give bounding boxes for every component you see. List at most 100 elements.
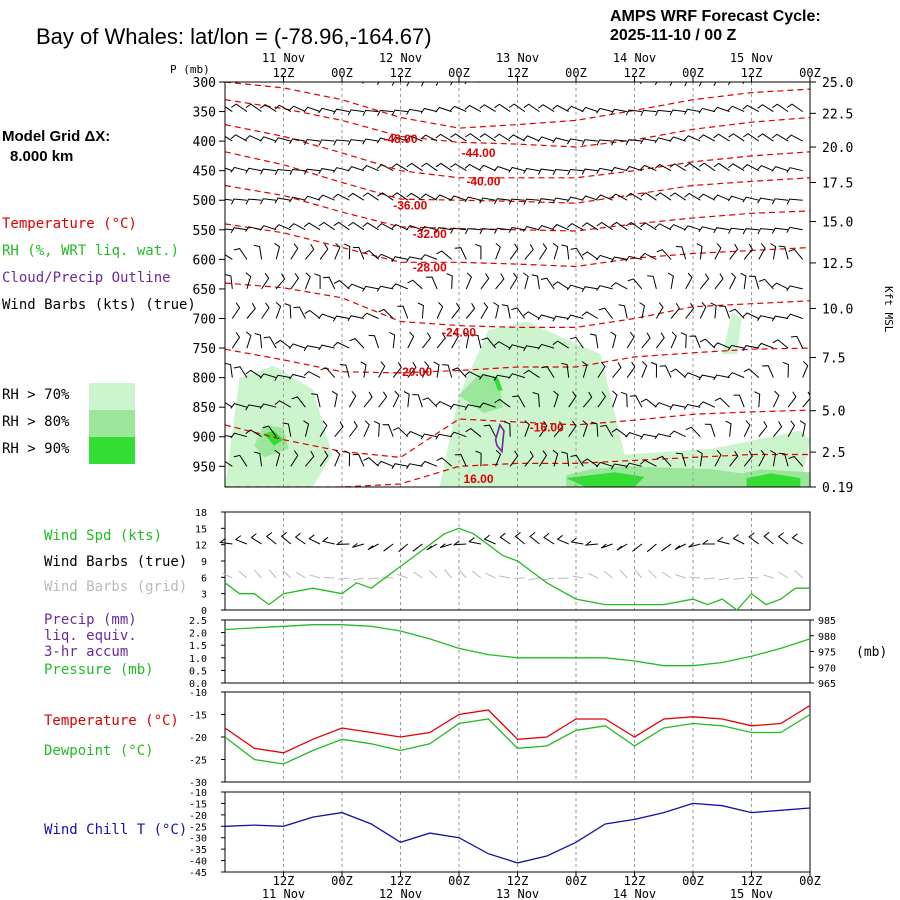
wind-barb — [293, 306, 306, 319]
wind-barb — [538, 243, 548, 260]
wind-barb — [260, 82, 262, 83]
wind-barb — [225, 167, 233, 172]
wind-barb — [319, 420, 328, 437]
wind-barb — [699, 162, 716, 172]
wind-barb — [332, 315, 350, 322]
y-tick-label: 12 — [195, 541, 207, 552]
wind-barb — [289, 223, 306, 231]
y-tick-label: -20 — [189, 811, 207, 822]
wind-barb — [725, 420, 732, 437]
wind-barb — [420, 254, 438, 260]
wind-barb — [719, 305, 731, 319]
wind-barb — [727, 105, 745, 113]
wind-barb — [343, 450, 351, 467]
wind-barb — [465, 272, 472, 290]
wind-barb — [771, 198, 789, 205]
wind-barb — [493, 165, 511, 172]
wind-barb — [483, 424, 497, 437]
wind-barb — [347, 109, 364, 116]
wind-barb — [376, 253, 394, 260]
height-tick-label: 22.5 — [822, 107, 853, 122]
wind-barb — [600, 424, 614, 437]
wind-barb — [757, 197, 774, 204]
wind-barb — [480, 273, 490, 290]
wind-barb — [778, 245, 789, 260]
pressure-right-tick-label: 980 — [818, 632, 836, 643]
wind-barb — [713, 82, 730, 87]
wind-barb-true — [439, 543, 452, 549]
wind-barb — [225, 254, 233, 260]
wind-barb — [230, 403, 248, 409]
wind-barb — [683, 372, 701, 379]
wind-barb-grid — [794, 570, 804, 579]
wind-barb — [245, 82, 247, 83]
wind-barb — [685, 426, 701, 438]
wind-barb — [742, 196, 759, 203]
wind-barb — [451, 331, 459, 349]
wind-barb — [495, 449, 502, 467]
wind-barb — [669, 192, 686, 201]
wind-barb — [246, 303, 256, 319]
wind-barb — [412, 394, 423, 408]
wind-barb — [261, 302, 270, 319]
wind-barb-true — [265, 532, 277, 545]
wind-barb — [743, 450, 753, 467]
cloud-precip-outline — [494, 423, 505, 454]
wind-barb — [417, 302, 424, 319]
wind-barb-grid — [295, 571, 306, 579]
wind-barb — [318, 139, 335, 146]
wind-barb — [743, 368, 760, 378]
wind-barb-true — [529, 532, 540, 545]
wind-barb — [684, 162, 701, 172]
wind-barb — [391, 163, 409, 172]
bottom-time-tick-label: 12Z — [390, 874, 412, 888]
wind-barb — [713, 227, 730, 234]
wind-barb — [436, 302, 444, 319]
wind-barb — [610, 166, 628, 173]
wind-barb-true — [412, 543, 423, 552]
wind-barb — [799, 420, 806, 437]
wind-barb — [425, 276, 438, 290]
wind-barb — [742, 133, 760, 142]
time-tick-label: 12Z — [273, 66, 295, 80]
time-tick-label: 12Z — [624, 66, 646, 80]
wind-barb — [493, 374, 511, 381]
wind-barb — [524, 450, 534, 467]
wind-barb — [479, 374, 496, 380]
legend-rh80-swatch — [89, 410, 135, 437]
wind-barb — [762, 365, 774, 378]
wind-barb — [729, 243, 739, 260]
wind-barb — [245, 135, 262, 142]
wind-barb — [376, 460, 394, 467]
wind-barb — [407, 331, 415, 349]
wind-barb — [698, 107, 716, 114]
wind-barb — [787, 391, 797, 408]
pressure-tick-label: 800 — [193, 372, 216, 387]
wind-barb — [538, 450, 548, 467]
wind-barb — [422, 332, 432, 349]
wind-barb — [537, 343, 555, 350]
wind-barb — [647, 275, 657, 290]
wind-barb — [435, 194, 452, 201]
wind-barb-grid — [619, 569, 628, 579]
wind-barb — [332, 108, 350, 115]
wind-barb — [260, 168, 277, 175]
wind-barb — [683, 403, 701, 410]
wind-barb — [757, 133, 774, 142]
wind-barb — [561, 244, 570, 260]
wind-barb — [274, 137, 291, 143]
wind-barb — [494, 398, 511, 408]
wind-barb — [728, 163, 745, 172]
legend-precip-liq: liq. equiv. — [44, 628, 137, 644]
y-tick-label: -25 — [189, 756, 207, 767]
wind-barb — [288, 105, 306, 113]
wind-barb — [391, 224, 409, 231]
wind-barb — [552, 197, 569, 204]
wind-barb — [610, 256, 628, 263]
wind-barb — [568, 391, 577, 408]
wind-barb — [471, 334, 482, 349]
wind-barb-true — [556, 534, 569, 545]
bottom-time-tick-label: 00Z — [331, 874, 353, 888]
wind-barb — [435, 227, 452, 233]
wind-barb-true — [716, 536, 730, 545]
